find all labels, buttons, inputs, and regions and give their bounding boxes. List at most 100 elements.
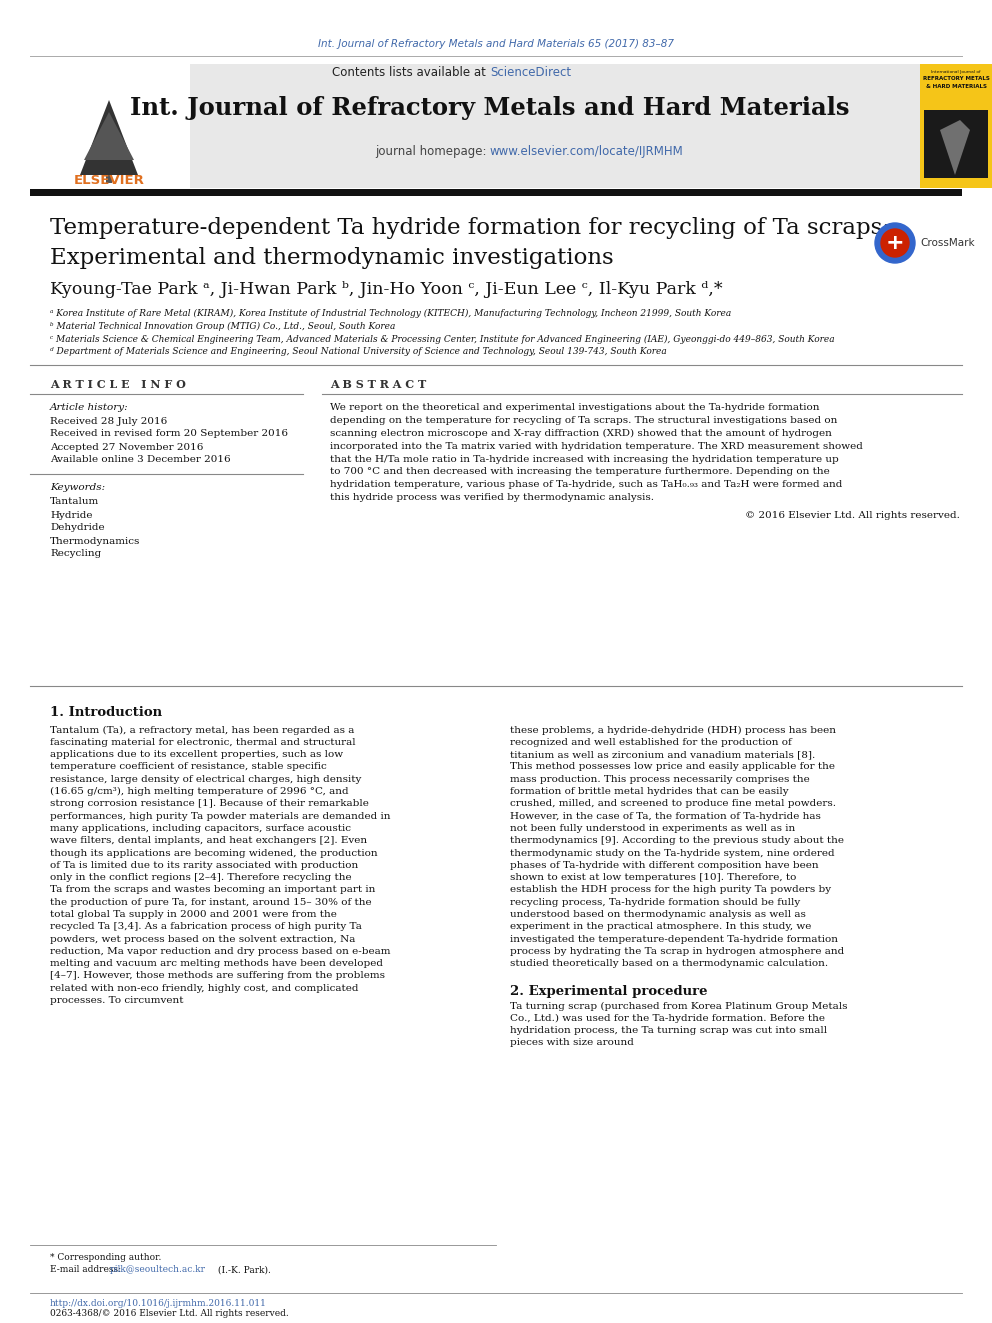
Text: Recycling: Recycling <box>50 549 101 558</box>
Text: ᵃ Korea Institute of Rare Metal (KIRAM), Korea Institute of Industrial Technolog: ᵃ Korea Institute of Rare Metal (KIRAM),… <box>50 308 731 318</box>
Text: hydridation temperature, various phase of Ta-hydride, such as TaH₀.₉₃ and Ta₂H w: hydridation temperature, various phase o… <box>330 480 842 490</box>
Text: reduction, Ma vapor reduction and dry process based on e-beam: reduction, Ma vapor reduction and dry pr… <box>50 947 391 957</box>
Text: shown to exist at low temperatures [10]. Therefore, to: shown to exist at low temperatures [10].… <box>510 873 797 882</box>
Text: experiment in the practical atmosphere. In this study, we: experiment in the practical atmosphere. … <box>510 922 811 931</box>
Text: resistance, large density of electrical charges, high density: resistance, large density of electrical … <box>50 775 361 783</box>
Text: A R T I C L E   I N F O: A R T I C L E I N F O <box>50 378 186 389</box>
Text: performances, high purity Ta powder materials are demanded in: performances, high purity Ta powder mate… <box>50 811 391 820</box>
Text: +: + <box>886 233 905 253</box>
Text: & HARD MATERIALS: & HARD MATERIALS <box>926 83 986 89</box>
Text: recognized and well established for the production of: recognized and well established for the … <box>510 738 792 746</box>
Text: journal homepage:: journal homepage: <box>375 146 490 159</box>
Text: recycling process, Ta-hydride formation should be fully: recycling process, Ta-hydride formation … <box>510 898 801 906</box>
Text: melting and vacuum arc melting methods have been developed: melting and vacuum arc melting methods h… <box>50 959 383 968</box>
Text: Ta from the scraps and wastes becoming an important part in: Ta from the scraps and wastes becoming a… <box>50 885 375 894</box>
Text: not been fully understood in experiments as well as in: not been fully understood in experiments… <box>510 824 796 833</box>
Text: Co., Ltd.) was used for the Ta-hydride formation. Before the: Co., Ltd.) was used for the Ta-hydride f… <box>510 1013 825 1023</box>
Text: Int. Journal of Refractory Metals and Hard Materials: Int. Journal of Refractory Metals and Ha… <box>130 97 850 120</box>
Text: hydridation process, the Ta turning scrap was cut into small: hydridation process, the Ta turning scra… <box>510 1027 827 1035</box>
Text: CrossMark: CrossMark <box>920 238 974 247</box>
Text: REFRACTORY METALS: REFRACTORY METALS <box>923 77 989 82</box>
Text: fascinating material for electronic, thermal and structural: fascinating material for electronic, the… <box>50 738 355 746</box>
Text: wave filters, dental implants, and heat exchangers [2]. Even: wave filters, dental implants, and heat … <box>50 836 367 845</box>
Text: temperature coefficient of resistance, stable specific: temperature coefficient of resistance, s… <box>50 762 326 771</box>
Text: the production of pure Ta, for instant, around 15– 30% of the: the production of pure Ta, for instant, … <box>50 898 372 906</box>
Text: Ta turning scrap (purchased from Korea Platinum Group Metals: Ta turning scrap (purchased from Korea P… <box>510 1002 847 1011</box>
Text: ᶜ Materials Science & Chemical Engineering Team, Advanced Materials & Processing: ᶜ Materials Science & Chemical Engineeri… <box>50 335 834 344</box>
Text: these problems, a hydride-dehydride (HDH) process has been: these problems, a hydride-dehydride (HDH… <box>510 725 836 734</box>
Text: Received in revised form 20 September 2016: Received in revised form 20 September 20… <box>50 430 288 438</box>
Text: Experimental and thermodynamic investigations: Experimental and thermodynamic investiga… <box>50 247 614 269</box>
Text: Contents lists available at: Contents lists available at <box>332 66 490 79</box>
Polygon shape <box>84 112 134 160</box>
Text: depending on the temperature for recycling of Ta scraps. The structural investig: depending on the temperature for recycli… <box>330 417 837 425</box>
Text: formation of brittle metal hydrides that can be easily: formation of brittle metal hydrides that… <box>510 787 789 796</box>
Text: However, in the case of Ta, the formation of Ta-hydride has: However, in the case of Ta, the formatio… <box>510 811 820 820</box>
Text: Thermodynamics: Thermodynamics <box>50 537 141 545</box>
Text: applications due to its excellent properties, such as low: applications due to its excellent proper… <box>50 750 343 759</box>
Text: 0263-4368/© 2016 Elsevier Ltd. All rights reserved.: 0263-4368/© 2016 Elsevier Ltd. All right… <box>50 1310 289 1319</box>
Text: 1. Introduction: 1. Introduction <box>50 705 162 718</box>
Text: mass production. This process necessarily comprises the: mass production. This process necessaril… <box>510 775 809 783</box>
Text: processes. To circumvent: processes. To circumvent <box>50 996 184 1005</box>
Text: crushed, milled, and screened to produce fine metal powders.: crushed, milled, and screened to produce… <box>510 799 836 808</box>
Text: www.elsevier.com/locate/IJRMHM: www.elsevier.com/locate/IJRMHM <box>490 146 683 159</box>
Text: Received 28 July 2016: Received 28 July 2016 <box>50 417 168 426</box>
Text: thermodynamic study on the Ta-hydride system, nine ordered: thermodynamic study on the Ta-hydride sy… <box>510 848 834 857</box>
Text: Dehydride: Dehydride <box>50 524 104 532</box>
Text: E-mail address:: E-mail address: <box>50 1266 124 1274</box>
Text: ᵈ Department of Materials Science and Engineering, Seoul National University of : ᵈ Department of Materials Science and En… <box>50 348 667 356</box>
Text: strong corrosion resistance [1]. Because of their remarkable: strong corrosion resistance [1]. Because… <box>50 799 369 808</box>
Text: phases of Ta-hydride with different composition have been: phases of Ta-hydride with different comp… <box>510 861 818 869</box>
Text: to 700 °C and then decreased with increasing the temperature furthermore. Depend: to 700 °C and then decreased with increa… <box>330 467 829 476</box>
Text: only in the conflict regions [2–4]. Therefore recycling the: only in the conflict regions [2–4]. Ther… <box>50 873 351 882</box>
Text: scanning electron microscope and X-ray diffraction (XRD) showed that the amount : scanning electron microscope and X-ray d… <box>330 429 832 438</box>
Text: Tantalum: Tantalum <box>50 497 99 507</box>
Text: incorporated into the Ta matrix varied with hydridation temperature. The XRD mea: incorporated into the Ta matrix varied w… <box>330 442 863 451</box>
Text: We report on the theoretical and experimental investigations about the Ta-hydrid: We report on the theoretical and experim… <box>330 404 819 413</box>
Text: Keywords:: Keywords: <box>50 483 105 492</box>
Text: Article history:: Article history: <box>50 404 129 413</box>
Bar <box>30 64 190 188</box>
Text: thermodynamics [9]. According to the previous study about the: thermodynamics [9]. According to the pre… <box>510 836 844 845</box>
Text: ELSEVIER: ELSEVIER <box>73 173 145 187</box>
Bar <box>924 110 988 179</box>
Text: pieces with size around: pieces with size around <box>510 1039 634 1048</box>
Text: process by hydrating the Ta scrap in hydrogen atmosphere and: process by hydrating the Ta scrap in hyd… <box>510 947 844 957</box>
Text: total global Ta supply in 2000 and 2001 were from the: total global Ta supply in 2000 and 2001 … <box>50 910 337 919</box>
Text: of Ta is limited due to its rarity associated with production: of Ta is limited due to its rarity assoc… <box>50 861 358 869</box>
Text: (16.65 g/cm³), high melting temperature of 2996 °C, and: (16.65 g/cm³), high melting temperature … <box>50 787 348 796</box>
Circle shape <box>875 224 915 263</box>
Text: A B S T R A C T: A B S T R A C T <box>330 378 427 389</box>
Text: recycled Ta [3,4]. As a fabrication process of high purity Ta: recycled Ta [3,4]. As a fabrication proc… <box>50 922 362 931</box>
Text: investigated the temperature-dependent Ta-hydride formation: investigated the temperature-dependent T… <box>510 934 838 943</box>
Text: Accepted 27 November 2016: Accepted 27 November 2016 <box>50 442 203 451</box>
Circle shape <box>881 229 909 257</box>
Text: http://dx.doi.org/10.1016/j.ijrmhm.2016.11.011: http://dx.doi.org/10.1016/j.ijrmhm.2016.… <box>50 1298 267 1307</box>
Polygon shape <box>80 101 138 175</box>
Text: 2. Experimental procedure: 2. Experimental procedure <box>510 984 707 998</box>
Text: Kyoung-Tae Park ᵃ, Ji-Hwan Park ᵇ, Jin-Ho Yoon ᶜ, Ji-Eun Lee ᶜ, Il-Kyu Park ᵈ,*: Kyoung-Tae Park ᵃ, Ji-Hwan Park ᵇ, Jin-H… <box>50 282 722 299</box>
Text: * Corresponding author.: * Corresponding author. <box>50 1253 162 1262</box>
Text: © 2016 Elsevier Ltd. All rights reserved.: © 2016 Elsevier Ltd. All rights reserved… <box>745 511 960 520</box>
Text: understood based on thermodynamic analysis as well as: understood based on thermodynamic analys… <box>510 910 806 919</box>
Bar <box>920 64 992 188</box>
Text: Int. Journal of Refractory Metals and Hard Materials 65 (2017) 83–87: Int. Journal of Refractory Metals and Ha… <box>318 38 674 49</box>
Text: pilk@seoultech.ac.kr: pilk@seoultech.ac.kr <box>110 1266 206 1274</box>
Text: this hydride process was verified by thermodynamic analysis.: this hydride process was verified by the… <box>330 493 654 503</box>
Text: powders, wet process based on the solvent extraction, Na: powders, wet process based on the solven… <box>50 934 355 943</box>
Text: [4–7]. However, those methods are suffering from the problems: [4–7]. However, those methods are suffer… <box>50 971 385 980</box>
Text: establish the HDH process for the high purity Ta powders by: establish the HDH process for the high p… <box>510 885 831 894</box>
Text: This method possesses low price and easily applicable for the: This method possesses low price and easi… <box>510 762 835 771</box>
Text: (I.-K. Park).: (I.-K. Park). <box>215 1266 271 1274</box>
Text: Hydride: Hydride <box>50 511 92 520</box>
Bar <box>106 168 112 183</box>
Text: that the H/Ta mole ratio in Ta-hydride increased with increasing the hydridation: that the H/Ta mole ratio in Ta-hydride i… <box>330 455 839 463</box>
Text: Tantalum (Ta), a refractory metal, has been regarded as a: Tantalum (Ta), a refractory metal, has b… <box>50 725 354 734</box>
Text: Temperature-dependent Ta hydride formation for recycling of Ta scraps:: Temperature-dependent Ta hydride formati… <box>50 217 890 239</box>
Bar <box>30 189 962 196</box>
Text: International Journal of: International Journal of <box>931 70 981 74</box>
Text: related with non-eco friendly, highly cost, and complicated: related with non-eco friendly, highly co… <box>50 984 358 992</box>
Text: many applications, including capacitors, surface acoustic: many applications, including capacitors,… <box>50 824 351 833</box>
Text: ScienceDirect: ScienceDirect <box>490 66 571 79</box>
